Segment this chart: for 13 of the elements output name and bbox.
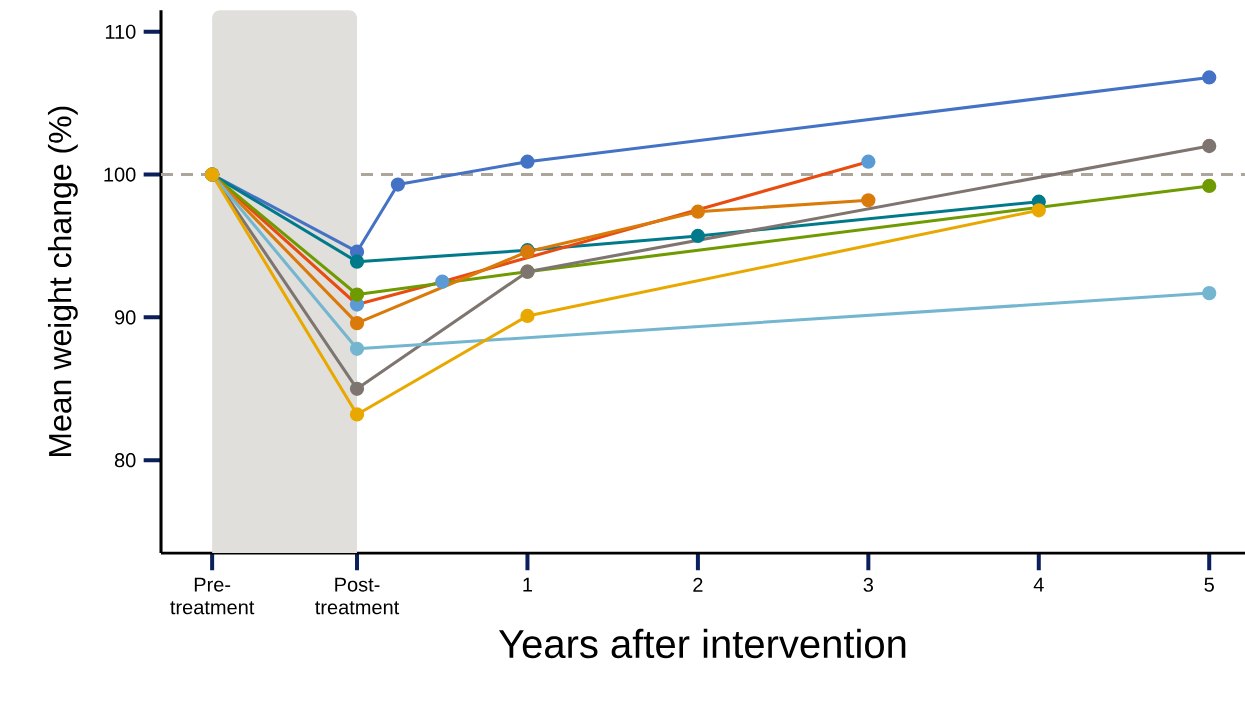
y-tick-label: 90 <box>114 310 136 325</box>
x-tick-label: Pre-treatment <box>170 577 255 615</box>
y-tick-label: 100 <box>104 167 136 182</box>
x-tick-label: 5 <box>1204 577 1214 592</box>
x-axis-title: Years after intervention <box>498 628 906 659</box>
y-tick-label: 110 <box>105 24 136 39</box>
x-tick-label: 3 <box>863 577 874 592</box>
y-axis-title: Mean weight change (%) <box>47 106 78 457</box>
x-tick-label: 2 <box>693 577 703 592</box>
y-tick-label: 80 <box>114 453 136 468</box>
x-tick-label: Post-treatment <box>315 577 400 615</box>
x-tick-label: 1 <box>523 577 533 592</box>
x-tick-label: 4 <box>1033 577 1044 592</box>
